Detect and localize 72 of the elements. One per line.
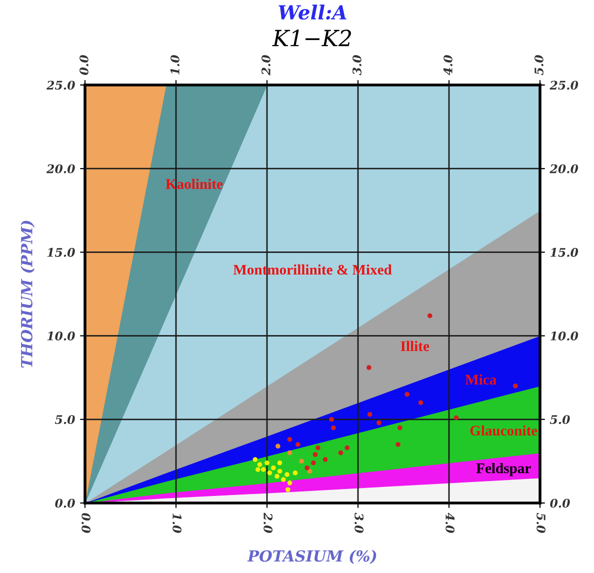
point (287, 437, 292, 442)
point (274, 474, 280, 479)
point (427, 313, 432, 318)
point (404, 392, 410, 397)
point (322, 457, 328, 462)
y2-tick-label: 5.0 (550, 415, 570, 424)
point (344, 445, 350, 450)
point (418, 400, 424, 406)
point (264, 460, 270, 466)
y-axis-title: THORIUM (PPM) (20, 220, 35, 368)
point (270, 465, 276, 470)
chart-subtitle: K1−K2 (272, 30, 351, 46)
point (366, 365, 372, 370)
y2-tick-label: 15.0 (550, 248, 578, 257)
annotation: Mica (465, 374, 496, 385)
x-tick-label: 0.0 (82, 513, 91, 533)
y-tick-label: 5.0 (54, 415, 75, 424)
y-tick-label: 15.0 (47, 248, 75, 257)
point (338, 450, 344, 456)
point (296, 442, 300, 447)
point (397, 425, 402, 430)
point (252, 457, 258, 462)
point (367, 412, 372, 417)
point (396, 442, 400, 447)
point (311, 460, 316, 466)
y-tick-label: 10.0 (47, 332, 75, 340)
annotation: Illite (400, 340, 430, 352)
y-tick-label: 20.0 (46, 164, 75, 174)
x-tick-label: 1.0 (172, 513, 182, 533)
point (286, 487, 290, 492)
x2-tick-label: 2.0 (261, 55, 270, 76)
point (331, 425, 336, 430)
y2-tick-label: 25.0 (550, 80, 578, 90)
x-tick-label: 4.0 (446, 512, 455, 533)
y2-tick-label: 0.0 (550, 498, 570, 508)
point (376, 420, 382, 426)
point (454, 415, 459, 420)
point (257, 462, 262, 467)
point (287, 480, 292, 486)
x2-tick-label: 5.0 (534, 55, 544, 76)
point (277, 468, 282, 474)
point (307, 468, 312, 474)
point (292, 470, 298, 476)
x-axis-title: POTASIUM (%) (247, 550, 376, 564)
point (277, 460, 282, 466)
point (287, 450, 292, 456)
point (267, 470, 272, 476)
x2-tick-label: 0.0 (79, 55, 88, 75)
point (260, 467, 266, 472)
x-tick-label: 2.0 (264, 512, 273, 533)
x2-tick-label: 1.0 (170, 55, 180, 75)
x2-tick-label: 3.0 (352, 55, 362, 76)
point (329, 416, 334, 422)
x2-tick-label: 4.0 (443, 55, 452, 76)
point (276, 444, 280, 449)
point (312, 452, 318, 457)
point (513, 384, 518, 388)
x-tick-label: 3.0 (354, 512, 364, 533)
annotation: Feldspar (476, 462, 531, 476)
point (299, 458, 304, 464)
y2-tick-label: 10.0 (550, 332, 578, 340)
y-tick-label: 0.0 (55, 498, 75, 508)
point (280, 477, 286, 482)
point (284, 472, 290, 477)
annotation: Glauconite (470, 425, 538, 436)
point (255, 467, 260, 472)
x-tick-label: 5.0 (536, 512, 546, 533)
chart-title: Well:A (278, 4, 346, 20)
y2-tick-label: 20.0 (550, 164, 578, 174)
y-tick-label: 25.0 (46, 80, 75, 90)
point (316, 445, 320, 450)
point (304, 465, 310, 470)
